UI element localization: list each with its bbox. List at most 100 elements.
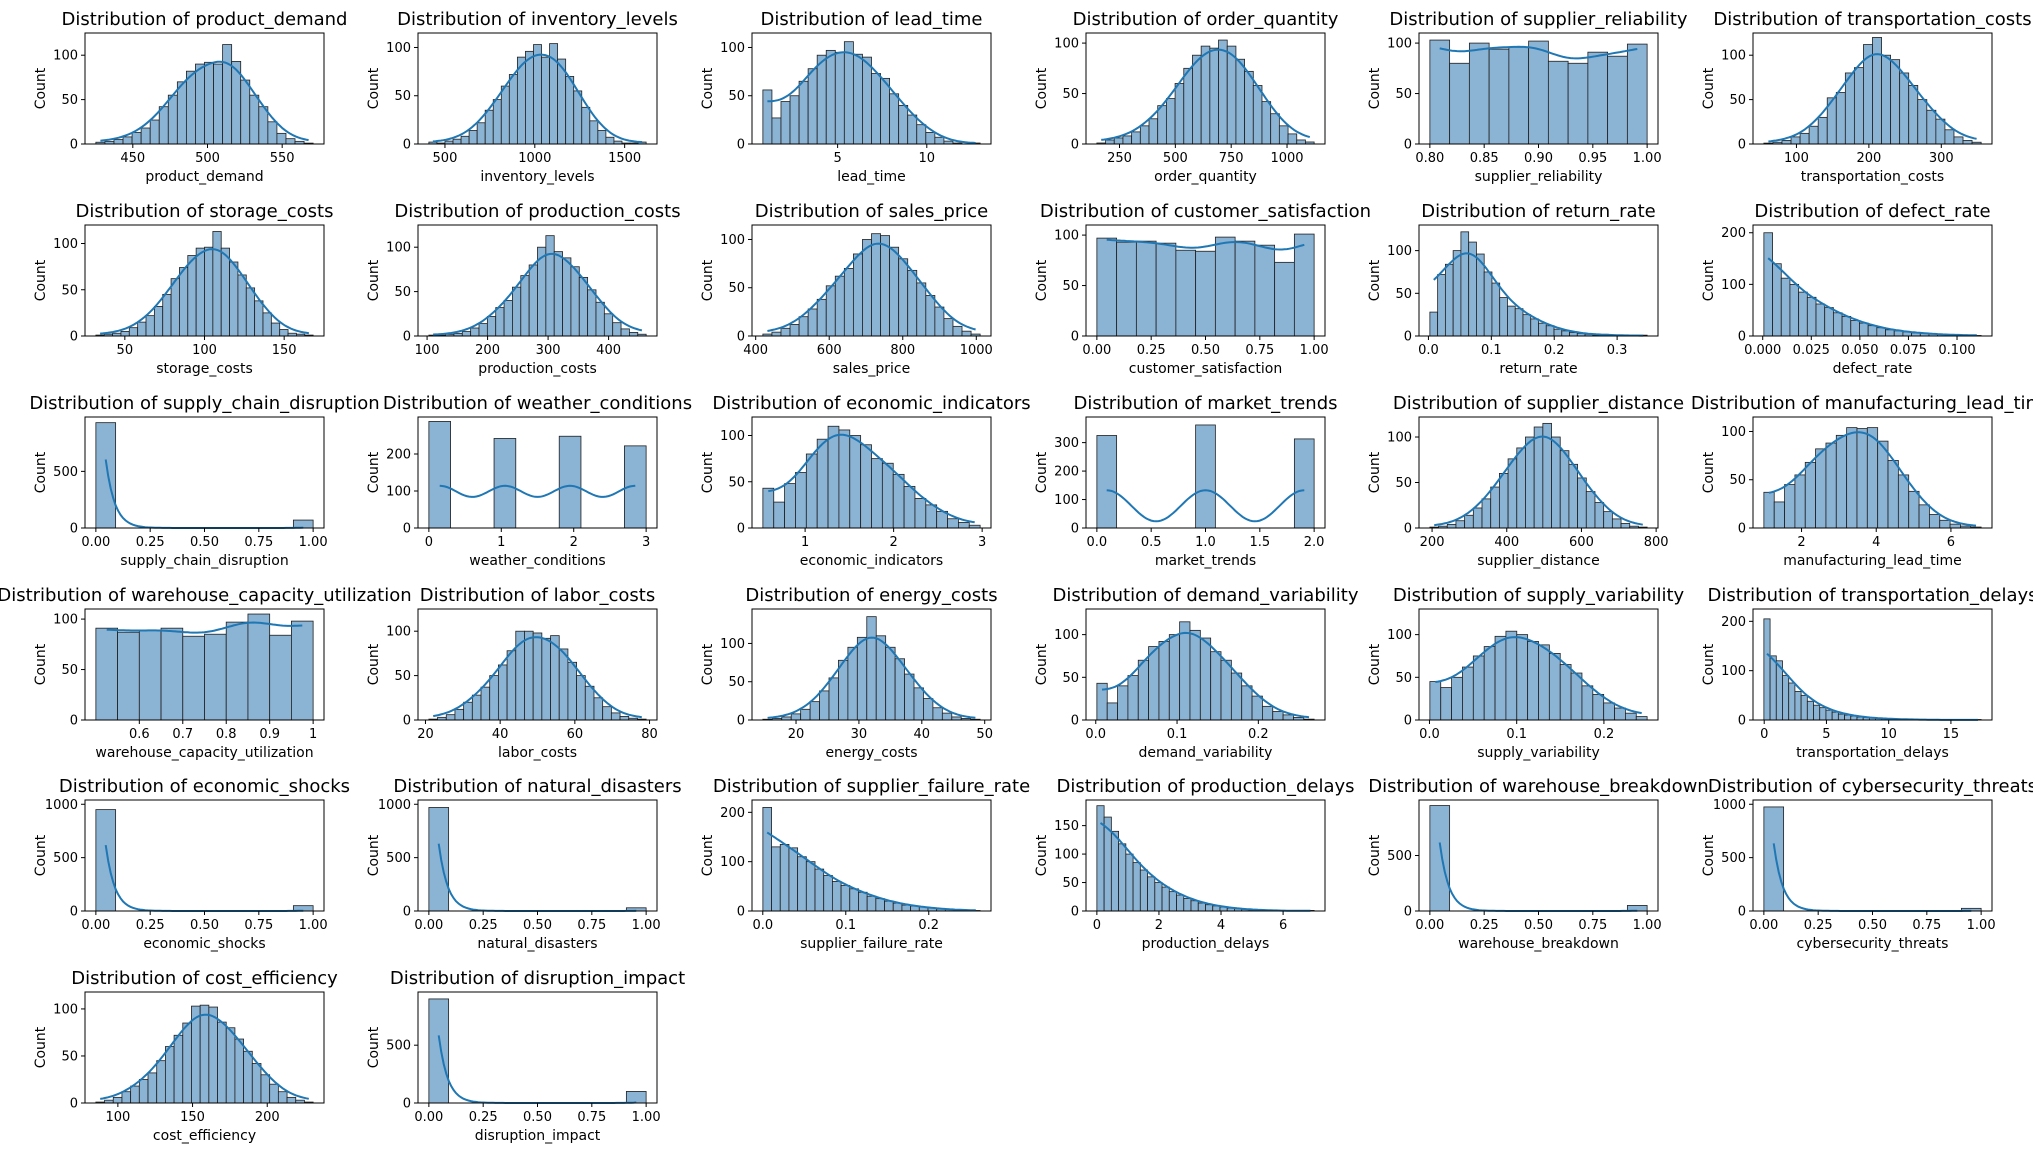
histogram-bar <box>565 76 575 145</box>
histogram-bar <box>1781 140 1792 145</box>
axes-frame <box>84 32 325 145</box>
x-tick-label: 0.1 <box>1481 343 1502 358</box>
histogram-bar <box>1192 54 1202 145</box>
histogram-bar <box>1885 329 1895 337</box>
x-tick-label: 15 <box>1943 727 1960 742</box>
x-tick-label: 50 <box>976 727 993 742</box>
histogram-bar <box>1567 62 1589 145</box>
y-tick-label: 0 <box>1738 905 1746 920</box>
panel-title: Distribution of disruption_impact <box>390 968 685 989</box>
histogram-bar <box>1928 514 1941 529</box>
histogram-bar <box>1507 305 1516 337</box>
y-tick-label: 200 <box>720 806 745 821</box>
kde-curve <box>1106 489 1305 523</box>
histogram-bar <box>932 707 943 721</box>
histogram-bar <box>1244 70 1254 145</box>
y-tick-label: 0 <box>403 1097 411 1112</box>
histogram-bar <box>1585 491 1596 529</box>
histogram-bar <box>234 1038 245 1104</box>
x-axis-label: warehouse_capacity_utilization <box>95 745 313 761</box>
histogram-bar <box>1235 58 1246 145</box>
histogram-bar <box>251 1063 262 1104</box>
histogram-bar <box>1867 325 1878 337</box>
panel-title: Distribution of supply_variability <box>1393 585 1685 606</box>
kde-curve <box>433 636 642 719</box>
kde-curve <box>437 843 637 912</box>
y-axis-label: Count <box>366 643 382 685</box>
y-tick-label: 0 <box>70 905 78 920</box>
histogram-bar <box>1817 116 1828 145</box>
histogram-panel: Distribution of transportation_costs 100 2… <box>1701 9 2032 185</box>
y-tick-label: 500 <box>386 851 411 866</box>
histogram-bar <box>138 1079 149 1104</box>
panel-title: Distribution of natural_disasters <box>393 776 681 797</box>
y-tick-label: 0 <box>403 522 411 537</box>
kde-curve <box>1438 842 1638 912</box>
x-tick-label: 600 <box>817 343 842 358</box>
histogram-bar <box>249 94 260 145</box>
x-tick-label: 4 <box>1217 918 1225 933</box>
y-tick-label: 100 <box>53 1002 78 1017</box>
histogram-bar <box>1158 641 1170 721</box>
x-tick-label: 6 <box>1279 918 1287 933</box>
histogram-bar <box>1106 702 1118 721</box>
y-axis-label: Count <box>1701 67 1717 109</box>
histogram-bar <box>1444 263 1454 337</box>
histogram-bar <box>898 258 909 337</box>
histogram-bar <box>570 266 580 337</box>
histogram-bar <box>176 81 187 145</box>
axes-frame <box>1418 416 1659 529</box>
histogram-bar <box>1261 101 1272 145</box>
histogram-bar <box>798 80 809 145</box>
panel-title: Distribution of production_delays <box>1056 776 1354 797</box>
x-axis-label: warehouse_breakdown <box>1458 936 1619 952</box>
kde-curve <box>106 621 303 634</box>
y-axis-label: Count <box>1701 451 1717 493</box>
x-tick-label: 3 <box>978 535 986 550</box>
y-tick-label: 50 <box>1729 93 1746 108</box>
y-tick-label: 0 <box>1071 138 1079 153</box>
y-tick-label: 200 <box>1721 226 1746 241</box>
histogram-bar <box>267 121 278 145</box>
x-tick-label: 0.50 <box>1191 343 1220 358</box>
histogram-bar <box>625 1091 647 1104</box>
panel-title: Distribution of economic_shocks <box>59 776 350 797</box>
panel-title: Distribution of product_demand <box>62 9 348 30</box>
kde-curve <box>767 636 976 719</box>
histogram-bar <box>503 300 513 337</box>
kde-curve <box>100 1013 309 1100</box>
histogram-bar <box>1844 72 1855 145</box>
histogram-bar <box>871 458 883 529</box>
histogram-bar <box>1161 886 1170 912</box>
histogram-bar <box>1603 511 1613 529</box>
histogram-bar <box>492 99 502 145</box>
histogram-bar <box>137 321 147 337</box>
histogram-bar <box>589 120 599 145</box>
histogram-bar <box>825 285 836 337</box>
y-tick-label: 100 <box>1387 431 1412 446</box>
histogram-bar <box>603 313 614 337</box>
histogram-bar <box>852 53 863 145</box>
histogram-bar <box>508 74 518 145</box>
histogram-bar <box>1603 702 1615 721</box>
panel-title: Distribution of weather_conditions <box>383 393 692 414</box>
histogram-panel: Distribution of energy_costs 20 30 40 50 0 50 1… <box>700 585 998 761</box>
panel-title: Distribution of defect_rate <box>1754 201 1990 222</box>
histogram-bar <box>1516 447 1526 529</box>
histogram-bar <box>612 322 622 337</box>
y-tick-label: 0 <box>1404 138 1412 153</box>
histogram-bar <box>1117 685 1129 721</box>
histogram-bar <box>961 330 972 337</box>
histogram-bar <box>167 94 178 145</box>
histogram-bar <box>489 675 499 721</box>
y-tick-label: 100 <box>386 625 411 640</box>
histogram-bar <box>1626 43 1648 145</box>
histogram-bar <box>797 856 807 912</box>
x-tick-label: 0.00 <box>1415 918 1444 933</box>
histogram-bar <box>1784 484 1796 529</box>
histogram-bar <box>1815 303 1826 337</box>
y-tick-label: 100 <box>386 241 411 256</box>
histogram-bar <box>1437 274 1446 337</box>
histogram-bar <box>1856 428 1868 529</box>
